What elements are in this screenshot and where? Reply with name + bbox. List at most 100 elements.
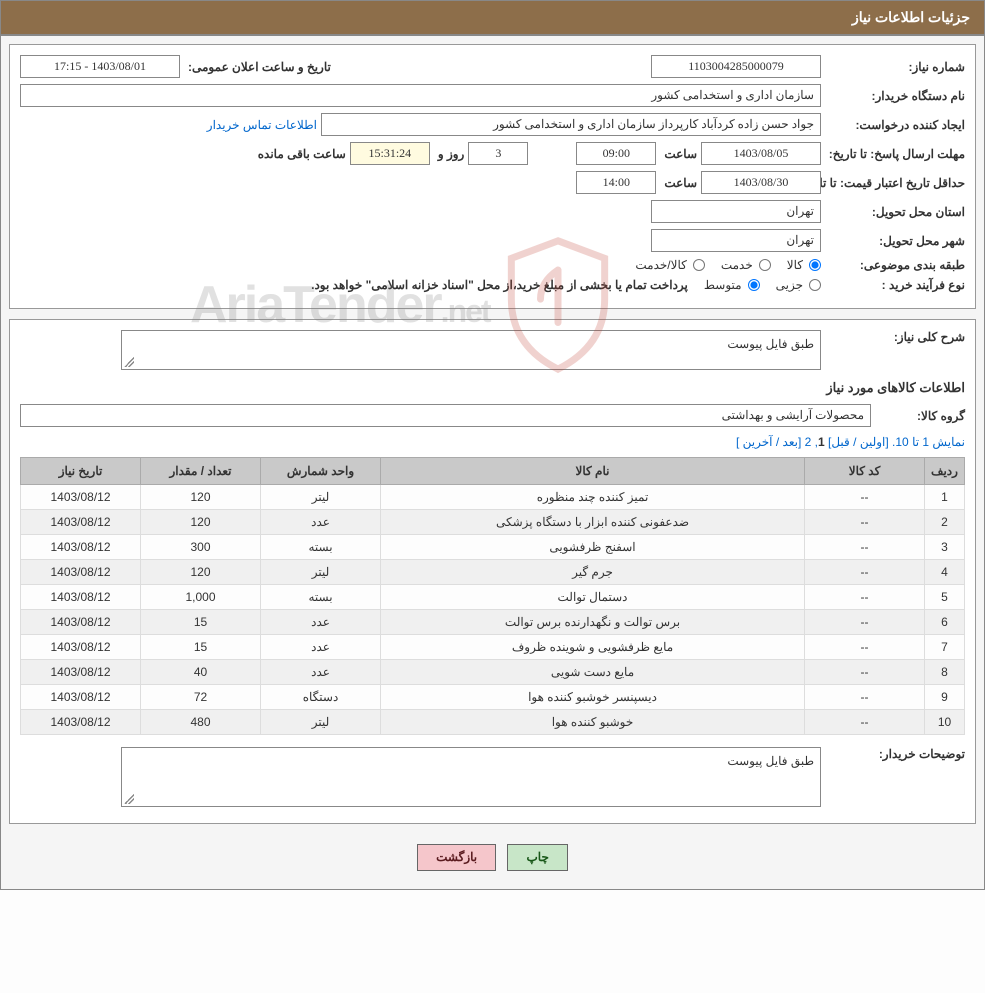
cell-code: -- <box>805 610 925 635</box>
cell-name: اسفنج ظرفشویی <box>381 535 805 560</box>
radio-goods[interactable] <box>809 259 821 271</box>
cell-idx: 8 <box>925 660 965 685</box>
button-row: چاپ بازگشت <box>9 834 976 881</box>
radio-medium[interactable] <box>748 279 760 291</box>
requester-label: ایجاد کننده درخواست: <box>825 118 965 132</box>
cell-unit: عدد <box>261 660 381 685</box>
cell-date: 1403/08/12 <box>21 485 141 510</box>
pager: نمایش 1 تا 10. [اولین / قبل] 1, 2 [بعد /… <box>20 435 965 449</box>
need-no-label: شماره نیاز: <box>825 60 965 74</box>
radio-minor-group[interactable]: جزیی <box>764 278 821 292</box>
info-section: AriaTender.net شماره نیاز: 1103004285000… <box>9 44 976 309</box>
table-row: 5--دستمال توالتبسته1,0001403/08/12 <box>21 585 965 610</box>
cell-code: -- <box>805 635 925 660</box>
pager-prefix: نمایش 1 تا 10. [ <box>885 435 965 449</box>
radio-both-group[interactable]: کالا/خدمت <box>623 258 704 272</box>
cell-name: تمیز کننده چند منظوره <box>381 485 805 510</box>
cell-date: 1403/08/12 <box>21 635 141 660</box>
content-area: AriaTender.net شماره نیاز: 1103004285000… <box>0 35 985 890</box>
announce-label: تاریخ و ساعت اعلان عمومی: <box>184 60 331 74</box>
cell-name: دستمال توالت <box>381 585 805 610</box>
purchase-note: پرداخت تمام یا بخشی از مبلغ خرید،از محل … <box>311 278 688 292</box>
table-row: 9--دیسپنسر خوشبو کننده هوادستگاه721403/0… <box>21 685 965 710</box>
th-unit: واحد شمارش <box>261 458 381 485</box>
cell-qty: 120 <box>141 510 261 535</box>
cell-qty: 15 <box>141 610 261 635</box>
back-button[interactable]: بازگشت <box>417 844 496 871</box>
cell-date: 1403/08/12 <box>21 510 141 535</box>
radio-goods-group[interactable]: کالا <box>775 258 821 272</box>
cell-date: 1403/08/12 <box>21 710 141 735</box>
cell-idx: 2 <box>925 510 965 535</box>
pager-prev[interactable]: قبل <box>831 435 849 449</box>
validity-time-label: ساعت <box>660 176 697 190</box>
cell-qty: 120 <box>141 560 261 585</box>
cell-idx: 10 <box>925 710 965 735</box>
cell-qty: 120 <box>141 485 261 510</box>
radio-medium-label: متوسط <box>692 278 746 292</box>
table-row: 7--مایع ظرفشویی و شوینده ظروفعدد151403/0… <box>21 635 965 660</box>
print-button[interactable]: چاپ <box>507 844 567 871</box>
deadline-label: مهلت ارسال پاسخ: تا تاریخ: <box>825 147 965 161</box>
pager-next[interactable]: بعد <box>783 435 798 449</box>
cell-unit: بسته <box>261 585 381 610</box>
th-date: تاریخ نیاز <box>21 458 141 485</box>
cell-unit: لیتر <box>261 485 381 510</box>
cell-code: -- <box>805 535 925 560</box>
cell-name: مایع دست شویی <box>381 660 805 685</box>
cell-name: دیسپنسر خوشبو کننده هوا <box>381 685 805 710</box>
radio-service-group[interactable]: خدمت <box>709 258 771 272</box>
cell-date: 1403/08/12 <box>21 585 141 610</box>
cell-name: خوشبو کننده هوا <box>381 710 805 735</box>
table-row: 10--خوشبو کننده هوالیتر4801403/08/12 <box>21 710 965 735</box>
th-qty: تعداد / مقدار <box>141 458 261 485</box>
cell-code: -- <box>805 660 925 685</box>
cell-code: -- <box>805 560 925 585</box>
cell-idx: 7 <box>925 635 965 660</box>
cell-name: برس توالت و نگهدارنده برس توالت <box>381 610 805 635</box>
table-row: 3--اسفنج ظرفشوییبسته3001403/08/12 <box>21 535 965 560</box>
cell-qty: 40 <box>141 660 261 685</box>
th-idx: ردیف <box>925 458 965 485</box>
radio-minor[interactable] <box>809 279 821 291</box>
cell-qty: 15 <box>141 635 261 660</box>
validity-date-field: 1403/08/30 <box>701 171 821 194</box>
page-header: جزئیات اطلاعات نیاز <box>0 0 985 35</box>
province-label: استان محل تحویل: <box>825 205 965 219</box>
radio-medium-group[interactable]: متوسط <box>692 278 760 292</box>
announce-field: 1403/08/01 - 17:15 <box>20 55 180 78</box>
requester-field: جواد حسن زاده کردآباد کارپرداز سازمان اد… <box>321 113 821 136</box>
radio-both-label: کالا/خدمت <box>623 258 690 272</box>
city-label: شهر محل تحویل: <box>825 234 965 248</box>
deadline-date-field: 1403/08/05 <box>701 142 821 165</box>
cell-name: مایع ظرفشویی و شوینده ظروف <box>381 635 805 660</box>
purchase-type-label: نوع فرآیند خرید : <box>825 278 965 292</box>
radio-both[interactable] <box>693 259 705 271</box>
description-section: شرح کلی نیاز: طبق فایل پیوست اطلاعات کال… <box>9 319 976 824</box>
deadline-time-label: ساعت <box>660 147 697 161</box>
group-field: محصولات آرایشی و بهداشتی <box>20 404 871 427</box>
province-field: تهران <box>651 200 821 223</box>
cell-date: 1403/08/12 <box>21 535 141 560</box>
buyer-org-label: نام دستگاه خریدار: <box>825 89 965 103</box>
table-row: 1--تمیز کننده چند منظورهلیتر1201403/08/1… <box>21 485 965 510</box>
cell-date: 1403/08/12 <box>21 660 141 685</box>
buyer-org-field: سازمان اداری و استخدامی کشور <box>20 84 821 107</box>
cell-unit: لیتر <box>261 560 381 585</box>
table-header-row: ردیف کد کالا نام کالا واحد شمارش تعداد /… <box>21 458 965 485</box>
cell-unit: بسته <box>261 535 381 560</box>
cell-code: -- <box>805 585 925 610</box>
radio-service-label: خدمت <box>709 258 757 272</box>
items-sub-header: اطلاعات کالاهای مورد نیاز <box>20 380 965 396</box>
table-row: 8--مایع دست شوییعدد401403/08/12 <box>21 660 965 685</box>
contact-link[interactable]: اطلاعات تماس خریدار <box>207 118 317 132</box>
cell-name: ضدعفونی کننده ابزار با دستگاه پزشکی <box>381 510 805 535</box>
cell-code: -- <box>805 510 925 535</box>
radio-service[interactable] <box>759 259 771 271</box>
cell-date: 1403/08/12 <box>21 560 141 585</box>
remain-time-field: 15:31:24 <box>350 142 430 165</box>
cell-unit: عدد <box>261 610 381 635</box>
pager-last[interactable]: آخرین <box>743 435 773 449</box>
cell-qty: 1,000 <box>141 585 261 610</box>
pager-first[interactable]: اولین <box>860 435 886 449</box>
